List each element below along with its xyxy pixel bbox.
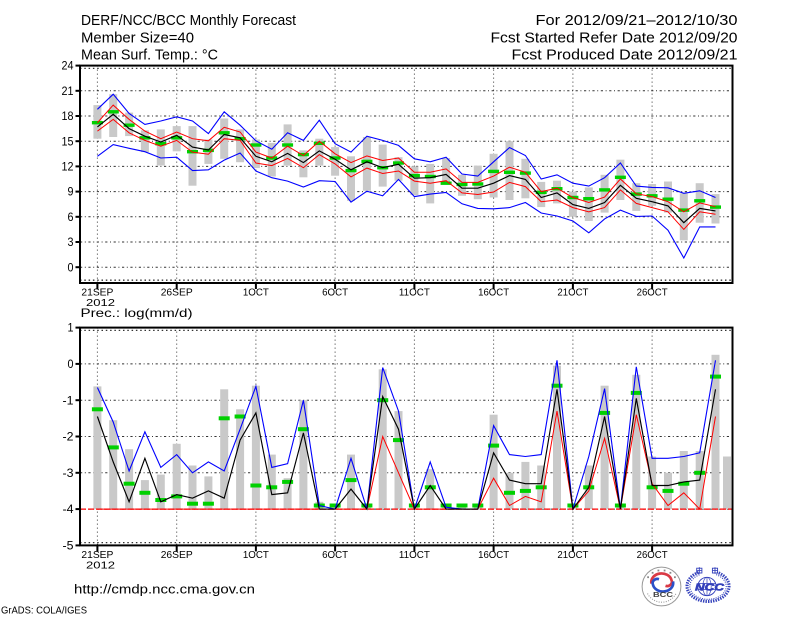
svg-text:http://cmdp.ncc.cma.gov.cn: http://cmdp.ncc.cma.gov.cn: [74, 583, 255, 597]
svg-text:2012: 2012: [86, 560, 115, 572]
svg-text:16OCT: 16OCT: [478, 287, 510, 299]
svg-text:6: 6: [68, 210, 74, 224]
svg-text:9: 9: [68, 185, 74, 199]
svg-text:21SEP: 21SEP: [81, 287, 113, 299]
svg-text:-3: -3: [63, 466, 74, 480]
svg-text:11OCT: 11OCT: [399, 549, 431, 561]
svg-text:18: 18: [62, 109, 74, 123]
svg-text:-5: -5: [63, 539, 74, 553]
svg-text:24: 24: [62, 59, 74, 73]
svg-text:GrADS: COLA/IGES: GrADS: COLA/IGES: [1, 606, 87, 617]
svg-text:11OCT: 11OCT: [399, 287, 431, 299]
svg-text:NCC: NCC: [695, 582, 725, 594]
svg-text:DERF/NCC/BCC Monthly Forecast: DERF/NCC/BCC Monthly Forecast: [81, 12, 297, 29]
svg-text:6OCT: 6OCT: [322, 549, 349, 561]
svg-text:1OCT: 1OCT: [243, 549, 270, 561]
svg-text:Member Size=40: Member Size=40: [81, 30, 194, 47]
svg-text:21OCT: 21OCT: [557, 287, 589, 299]
svg-text:Fcst Started Refer Date 2012/0: Fcst Started Refer Date 2012/09/20: [491, 30, 738, 47]
svg-text:1: 1: [68, 321, 74, 335]
svg-text:6OCT: 6OCT: [322, 287, 349, 299]
svg-text:0: 0: [68, 357, 74, 371]
svg-text:21OCT: 21OCT: [557, 549, 589, 561]
svg-text:21SEP: 21SEP: [81, 549, 113, 561]
svg-text:2012: 2012: [86, 297, 115, 309]
svg-text:For 2012/09/21–2012/10/30: For 2012/09/21–2012/10/30: [536, 12, 738, 29]
svg-text:15: 15: [62, 134, 74, 148]
svg-text:26OCT: 26OCT: [637, 287, 669, 299]
svg-text:12: 12: [62, 160, 74, 174]
svg-text:3: 3: [68, 235, 74, 249]
svg-text:26SEP: 26SEP: [161, 549, 193, 561]
svg-text:BCC: BCC: [653, 590, 674, 599]
svg-text:-4: -4: [63, 502, 74, 516]
svg-text:26OCT: 26OCT: [637, 549, 669, 561]
svg-text:-2: -2: [63, 430, 74, 444]
svg-text:26SEP: 26SEP: [161, 287, 193, 299]
svg-text:-1: -1: [63, 393, 74, 407]
svg-text:1OCT: 1OCT: [243, 287, 270, 299]
svg-text:16OCT: 16OCT: [478, 549, 510, 561]
svg-text:Fcst Produced Date 2012/09/21: Fcst Produced Date 2012/09/21: [512, 47, 738, 64]
svg-text:Mean Surf. Temp.: °C: Mean Surf. Temp.: °C: [81, 47, 218, 64]
svg-text:21: 21: [62, 84, 74, 98]
svg-text:Prec.: log(mm/d): Prec.: log(mm/d): [81, 306, 193, 320]
svg-text:0: 0: [68, 260, 74, 274]
